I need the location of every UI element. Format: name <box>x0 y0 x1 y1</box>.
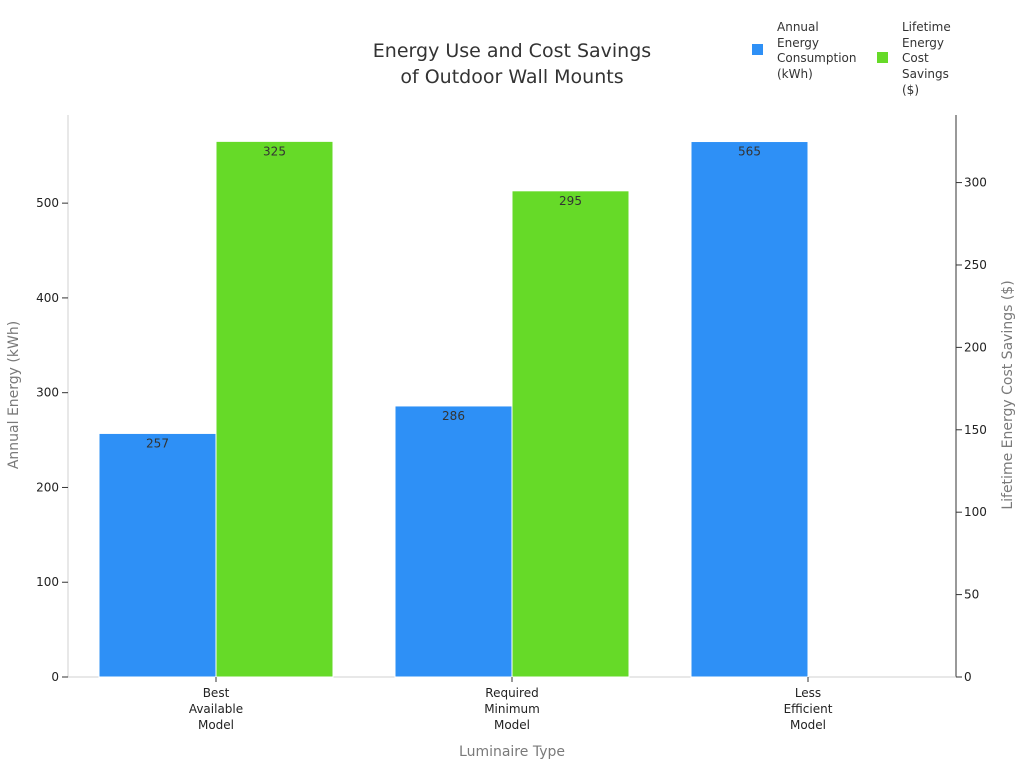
y2-tick-label: 100 <box>964 505 987 519</box>
bar-energy <box>690 141 809 678</box>
y2-axis-title: Lifetime Energy Cost Savings ($) <box>1000 280 1016 509</box>
chart-title-line-1: Energy Use and Cost Savings <box>373 40 651 62</box>
data-label-savings: 295 <box>559 194 582 208</box>
x-category-label-line: Best <box>203 686 230 700</box>
legend-savings-line-4: Savings <box>902 67 949 81</box>
legend-savings-line-5: ($) <box>902 83 919 97</box>
legend-label-savings: Lifetime Energy Cost Savings ($) <box>902 20 955 97</box>
x-category-label-line: Model <box>198 718 234 732</box>
legend-energy-line-2: Energy <box>777 36 819 50</box>
legend-energy-line-1: Annual <box>777 20 819 34</box>
y-tick-label: 0 <box>51 670 59 684</box>
data-label-energy: 286 <box>442 409 465 423</box>
y-axis-title: Annual Energy (kWh) <box>6 321 22 469</box>
y-tick-label: 200 <box>36 480 59 494</box>
y2-tick-label: 300 <box>964 176 987 190</box>
y-tick-label: 500 <box>36 196 59 210</box>
legend: Annual Energy Consumption (kWh) Lifetime… <box>752 20 955 97</box>
legend-savings-line-1: Lifetime <box>902 20 951 34</box>
x-category-label-line: Minimum <box>484 702 540 716</box>
x-category-label-line: Efficient <box>784 702 833 716</box>
x-category-label: Best Available Model <box>189 686 243 732</box>
data-label-energy: 565 <box>738 145 761 159</box>
bar-energy <box>98 432 217 678</box>
x-category-label-line: Less <box>795 686 821 700</box>
data-label-energy: 257 <box>146 436 169 450</box>
y2-tick-label: 150 <box>964 423 987 437</box>
chart-title-line-2: of Outdoor Wall Mounts <box>400 66 623 88</box>
plot-area: 0 100 200 300 400 500 0 50 100 150 200 250 300 257 286… <box>36 115 987 732</box>
x-axis-title: Luminaire Type <box>459 744 565 760</box>
y2-tick-label: 50 <box>964 588 979 602</box>
bar-energy <box>394 405 513 678</box>
y2-tick-label: 0 <box>964 670 972 684</box>
x-category-label-line: Model <box>494 718 530 732</box>
y-tick-label: 300 <box>36 386 59 400</box>
legend-energy-line-4: (kWh) <box>777 67 813 81</box>
y2-tick-label: 250 <box>964 258 987 272</box>
legend-label-energy: Annual Energy Consumption (kWh) <box>777 20 860 81</box>
legend-swatch-energy <box>752 44 763 55</box>
x-category-label: Required Minimum Model <box>484 686 540 732</box>
data-label-savings: 325 <box>263 144 286 158</box>
chart-title: Energy Use and Cost Savings of Outdoor W… <box>373 40 651 88</box>
x-category-label-line: Required <box>485 686 538 700</box>
x-category-label-line: Model <box>790 718 826 732</box>
x-category-label-line: Available <box>189 702 243 716</box>
x-category-label: Less Efficient Model <box>784 686 833 732</box>
legend-energy-line-3: Consumption <box>777 51 856 65</box>
bar-savings <box>511 190 630 678</box>
legend-savings-line-3: Cost <box>902 51 929 65</box>
y-tick-label: 400 <box>36 291 59 305</box>
legend-swatch-savings <box>877 52 888 63</box>
y2-tick-label: 200 <box>964 340 987 354</box>
bar-savings <box>215 140 334 678</box>
legend-savings-line-2: Energy <box>902 36 944 50</box>
y-tick-label: 100 <box>36 575 59 589</box>
